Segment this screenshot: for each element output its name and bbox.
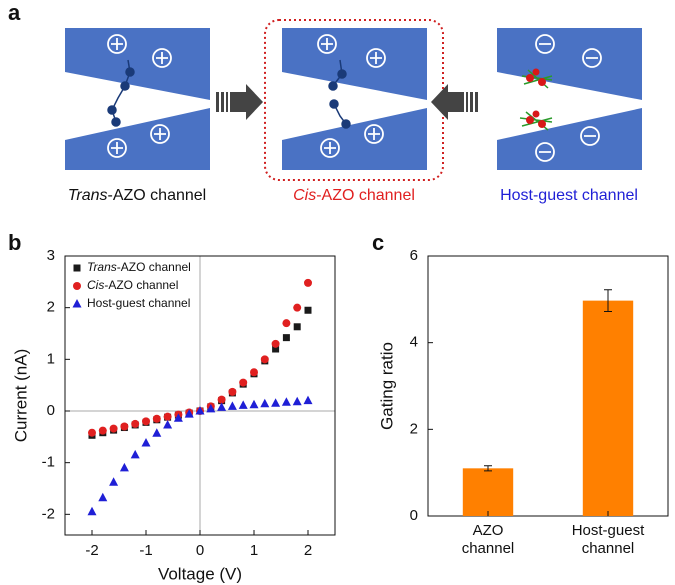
data-point xyxy=(173,413,183,422)
x-tick-label: -1 xyxy=(139,542,152,559)
data-point xyxy=(304,306,312,314)
data-point xyxy=(304,278,312,287)
bar xyxy=(462,468,514,516)
caption: Host-guest channel xyxy=(500,187,638,204)
data-point xyxy=(130,449,140,459)
y-tick-label: -2 xyxy=(42,505,55,522)
y-tick-label: 2 xyxy=(47,299,55,316)
legend-marker xyxy=(73,282,81,290)
data-point xyxy=(217,402,227,411)
bar xyxy=(582,300,634,516)
data-point xyxy=(239,378,248,387)
y-tick-label: 3 xyxy=(47,247,55,264)
data-point xyxy=(98,426,107,435)
data-point xyxy=(260,355,269,364)
y-tick-label: 1 xyxy=(47,350,55,367)
data-point xyxy=(119,462,129,472)
data-point xyxy=(109,477,119,486)
data-point xyxy=(293,323,301,331)
data-point xyxy=(206,403,216,413)
data-point xyxy=(163,419,173,429)
data-point xyxy=(282,334,290,342)
data-point xyxy=(217,395,226,404)
data-point xyxy=(184,409,194,418)
caption: Cis-AZO channel xyxy=(293,187,415,204)
data-point xyxy=(293,303,302,312)
highlight-box xyxy=(264,19,444,181)
data-point xyxy=(250,368,258,377)
channel-diagram xyxy=(65,28,642,170)
panel-label: b xyxy=(8,230,21,255)
plot-frame xyxy=(427,255,669,517)
data-point xyxy=(282,319,291,328)
error-bar xyxy=(604,289,612,312)
legend-label: Trans-AZO channel xyxy=(87,260,191,274)
data-point xyxy=(249,399,259,409)
data-point xyxy=(142,417,150,426)
data-point xyxy=(272,345,280,353)
data-point xyxy=(271,339,280,348)
y-tick-label: 4 xyxy=(410,334,418,351)
y-tick-label: 0 xyxy=(47,402,55,419)
y-tick-label: -1 xyxy=(42,454,55,471)
x-axis-label: Voltage (V) xyxy=(158,564,242,583)
data-point xyxy=(88,428,96,437)
y-axis-label: Current (nA) xyxy=(11,349,30,443)
data-point xyxy=(109,424,118,433)
data-point xyxy=(238,400,248,409)
data-point xyxy=(260,398,270,408)
legend-label: Host-guest channel xyxy=(87,296,190,310)
x-tick-label: 0 xyxy=(196,542,204,559)
y-tick-label: 6 xyxy=(410,247,418,264)
data-point xyxy=(163,412,172,421)
molecules xyxy=(107,59,351,129)
x-tick-label: 1 xyxy=(250,542,258,559)
legend-label: Cis-AZO channel xyxy=(87,278,178,292)
y-tick-label: 0 xyxy=(410,507,418,524)
x-tick-label: -2 xyxy=(85,542,98,559)
panel-label: a xyxy=(8,0,21,25)
data-point xyxy=(152,428,162,437)
legend-marker xyxy=(72,299,82,308)
data-point xyxy=(120,422,129,431)
panel-label: c xyxy=(372,230,384,255)
legend-marker xyxy=(73,264,81,272)
data-point xyxy=(152,414,161,423)
data-point xyxy=(98,492,108,502)
charge-icons xyxy=(107,34,602,162)
data-point xyxy=(141,438,151,447)
data-point xyxy=(131,419,140,428)
x-tick-label: Host-guest channel xyxy=(571,522,645,557)
data-point xyxy=(292,396,302,406)
data-point xyxy=(303,395,313,405)
x-tick-label: AZO channel xyxy=(461,522,515,557)
x-tick-label: 2 xyxy=(304,542,312,559)
data-point xyxy=(195,406,205,415)
data-point xyxy=(87,506,97,516)
y-axis-label: Gating ratio xyxy=(377,342,396,430)
data-point xyxy=(228,387,237,396)
caption: Trans-AZO channel xyxy=(68,187,206,204)
data-point xyxy=(227,401,237,410)
data-point xyxy=(281,397,291,406)
arrows xyxy=(216,84,478,120)
host-guest-complex xyxy=(519,68,553,131)
y-tick-label: 2 xyxy=(410,420,418,437)
error-bar xyxy=(484,465,492,472)
data-point xyxy=(271,398,281,407)
